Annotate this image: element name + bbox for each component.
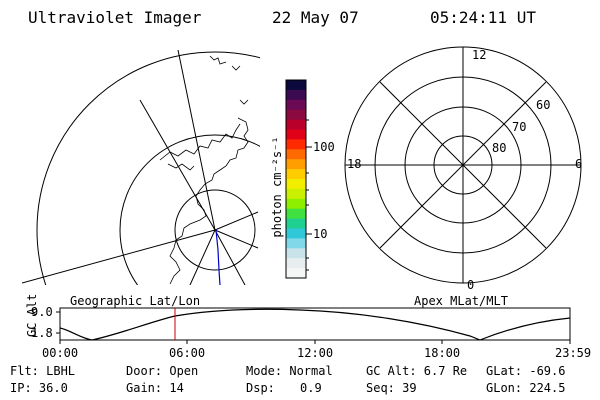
mlt-label-6: 6 [575, 157, 583, 171]
altitude-xtick: 00:00 [42, 346, 79, 360]
geo-meridian [214, 211, 259, 231]
colorbar-band [286, 80, 306, 91]
mag-panel-label: Apex MLat/MLT [414, 294, 508, 308]
coastline [167, 163, 195, 171]
altitude-ytick-9: 9.0 [31, 305, 53, 319]
colorbar-band [286, 149, 306, 160]
colorbar-band [286, 159, 306, 170]
altitude-xtick: 06:00 [169, 346, 206, 360]
colorbar-band [286, 109, 306, 121]
colorbar-band [286, 188, 306, 200]
colorbar-band [286, 99, 306, 111]
mlt-label-12: 12 [472, 48, 487, 62]
info-seq: Seq: 39 [366, 381, 417, 395]
altitude-ytick-1.8: 1.8 [31, 326, 53, 340]
info-gc-alt: GC Alt: 6.7 Re [366, 364, 468, 378]
info-glat: GLat: -69.6 [486, 364, 566, 378]
orbit-trace [215, 229, 221, 285]
info-dsp-label: Dsp: [246, 381, 275, 395]
info-filter: Flt: LBHL [10, 364, 76, 378]
geo-meridian [22, 229, 216, 284]
island [239, 99, 249, 105]
time-label: 05:24:11 UT [430, 8, 536, 27]
altitude-curve [59, 308, 571, 341]
info-door: Door: Open [126, 364, 199, 378]
colorbar-tick-10: 10 [313, 227, 328, 241]
colorbar-frame [285, 79, 307, 279]
altitude-xtick: 12:00 [297, 346, 334, 360]
info-glon: GLon: 224.5 [486, 381, 566, 395]
colorbar-band [286, 258, 306, 269]
mlat-label-80: 80 [492, 141, 507, 155]
altitude-xtick: 23:59 [555, 346, 592, 360]
geo-lat-circle [174, 189, 256, 271]
geo-panel-label: Geographic Lat/Lon [70, 294, 201, 308]
colorbar-band [286, 169, 306, 180]
colorbar-band [286, 129, 306, 140]
mlat-label-70: 70 [512, 120, 527, 134]
date-label: 22 May 07 [272, 8, 359, 27]
colorbar-band [286, 139, 306, 150]
colorbar-tick-100: 100 [313, 140, 335, 154]
info-mode: Mode: Normal [246, 364, 333, 378]
colorbar-band [286, 268, 306, 279]
mlt-line-diag [379, 81, 547, 249]
colorbar-band [286, 179, 306, 190]
colorbar-band [286, 228, 306, 239]
mlt-label-18: 18 [347, 157, 362, 171]
colorbar-band [286, 198, 306, 210]
coastline [159, 123, 241, 161]
colorbar-band [286, 248, 306, 259]
island [209, 55, 227, 65]
geo-lat-circle [119, 134, 260, 285]
altitude-xtick: 18:00 [424, 346, 461, 360]
island [231, 65, 241, 71]
geo-lat-circle [36, 51, 260, 285]
mlt-label-0: 0 [467, 278, 475, 292]
geo-meridian [177, 50, 216, 231]
instrument-title: Ultraviolet Imager [28, 8, 202, 27]
colorbar-band [286, 208, 306, 220]
info-dsp-value: 0.9 [300, 381, 322, 395]
mlat-label-60: 60 [536, 98, 551, 112]
colorbar-band [286, 119, 306, 130]
geo-meridian [189, 229, 216, 285]
geo-meridian [214, 229, 246, 285]
info-gain: Gain: 14 [126, 381, 184, 395]
info-ip: IP: 36.0 [10, 381, 68, 395]
colorbar-band [286, 238, 306, 249]
coastline [169, 117, 249, 285]
colorbar-band [286, 218, 306, 229]
colorbar-band [286, 89, 306, 101]
geo-meridian [214, 229, 259, 249]
